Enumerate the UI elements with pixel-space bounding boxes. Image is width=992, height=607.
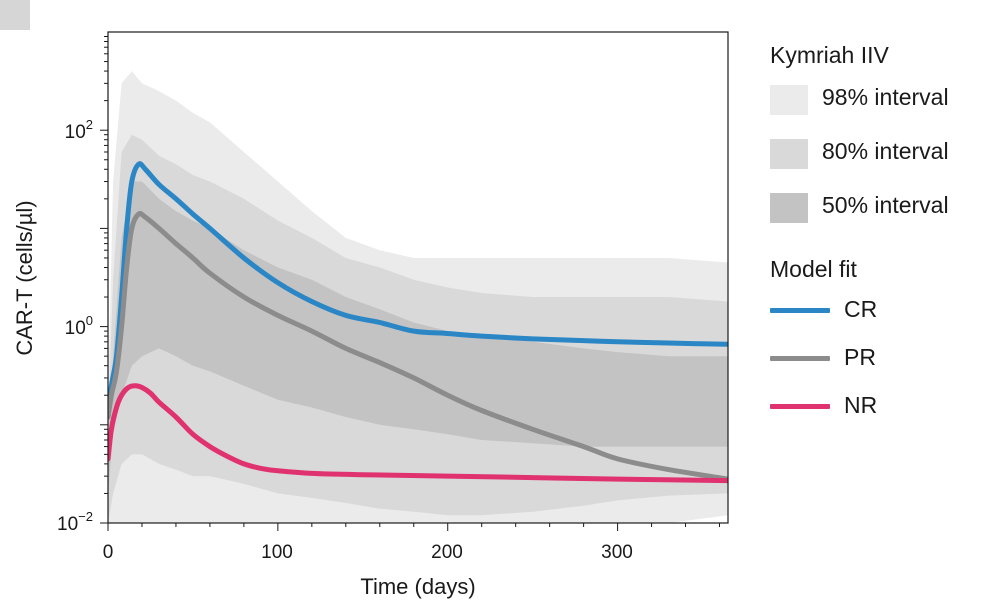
legend-label: NR bbox=[844, 392, 878, 418]
x-tick-label: 200 bbox=[431, 542, 463, 563]
panel-tab-marker bbox=[0, 0, 30, 30]
legend-label: 98% interval bbox=[822, 84, 949, 110]
y-tick-label: 100 bbox=[65, 313, 93, 339]
legend-item-98: 98% interval bbox=[770, 78, 985, 132]
x-axis-title: Time (days) bbox=[360, 574, 475, 599]
legend-label: 80% interval bbox=[822, 138, 949, 164]
legend-item-pr: PR bbox=[770, 340, 985, 388]
y-axis-title: CAR-T (cells/µl) bbox=[12, 200, 37, 355]
interval-bands bbox=[108, 71, 728, 523]
model-fit-lines bbox=[108, 161, 728, 484]
legend-line-swatch bbox=[770, 356, 830, 361]
x-tick-label: 100 bbox=[261, 542, 293, 563]
legend-label: 50% interval bbox=[822, 192, 949, 218]
legend-title-fit: Model fit bbox=[770, 256, 857, 282]
legend-swatch bbox=[770, 139, 808, 169]
band-50-interval bbox=[108, 181, 728, 494]
legend: Kymriah IIV 98% interval 80% interval 50… bbox=[770, 40, 985, 436]
legend-item-nr: NR bbox=[770, 388, 985, 436]
legend-item-80: 80% interval bbox=[770, 132, 985, 186]
legend-title-iiv: Kymriah IIV bbox=[770, 42, 889, 68]
x-tick-label: 300 bbox=[601, 542, 633, 563]
legend-line-swatch bbox=[770, 404, 830, 409]
series-line-pr bbox=[108, 210, 728, 482]
axis-ticks bbox=[100, 35, 721, 531]
plot-frame bbox=[107, 31, 729, 524]
legend-swatch bbox=[770, 85, 808, 115]
legend-line-swatch bbox=[770, 308, 830, 313]
series-line-nr bbox=[108, 383, 728, 484]
series-line-cr bbox=[108, 161, 728, 420]
legend-item-cr: CR bbox=[770, 292, 985, 340]
x-tick-label: 0 bbox=[103, 542, 114, 563]
legend-swatch bbox=[770, 193, 808, 223]
legend-item-50: 50% interval bbox=[770, 186, 985, 240]
legend-label: PR bbox=[844, 344, 876, 370]
legend-label: CR bbox=[844, 296, 878, 322]
y-tick-label: 10−2 bbox=[57, 509, 93, 535]
y-tick-label: 102 bbox=[65, 117, 93, 143]
